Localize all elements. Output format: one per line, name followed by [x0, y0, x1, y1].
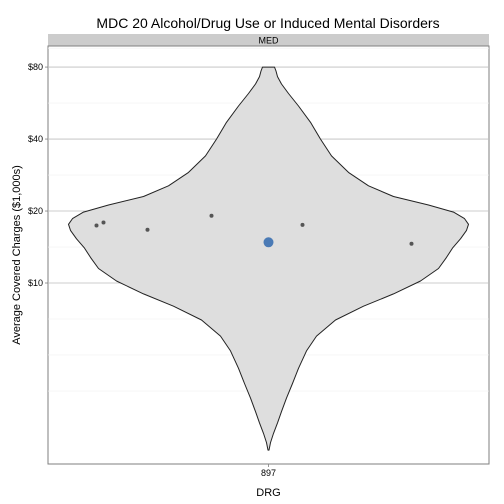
- x-tick-label: 897: [261, 468, 276, 478]
- highlight-point: [263, 237, 274, 248]
- data-point: [145, 227, 150, 232]
- y-tick-label: $40: [28, 134, 43, 144]
- data-point: [209, 213, 214, 218]
- y-tick-label: $10: [28, 278, 43, 288]
- x-axis-ticks: 897: [261, 464, 276, 478]
- data-point: [300, 222, 305, 227]
- chart-title: MDC 20 Alcohol/Drug Use or Induced Menta…: [96, 15, 439, 31]
- x-axis-title: DRG: [256, 487, 280, 499]
- data-point: [94, 223, 99, 228]
- data-point: [409, 241, 414, 246]
- y-axis-title: Average Covered Charges ($1,000s): [11, 165, 23, 345]
- points-layer: [94, 213, 414, 248]
- data-point: [101, 220, 106, 225]
- facet-strip-label: MED: [259, 36, 280, 46]
- y-axis-ticks: $10 $20 $40 $80: [28, 62, 48, 288]
- facet-strip: [48, 34, 489, 46]
- y-tick-label: $80: [28, 62, 43, 72]
- violin-shape: [68, 66, 469, 451]
- y-tick-label: $20: [28, 206, 43, 216]
- violin-layer: [68, 66, 469, 451]
